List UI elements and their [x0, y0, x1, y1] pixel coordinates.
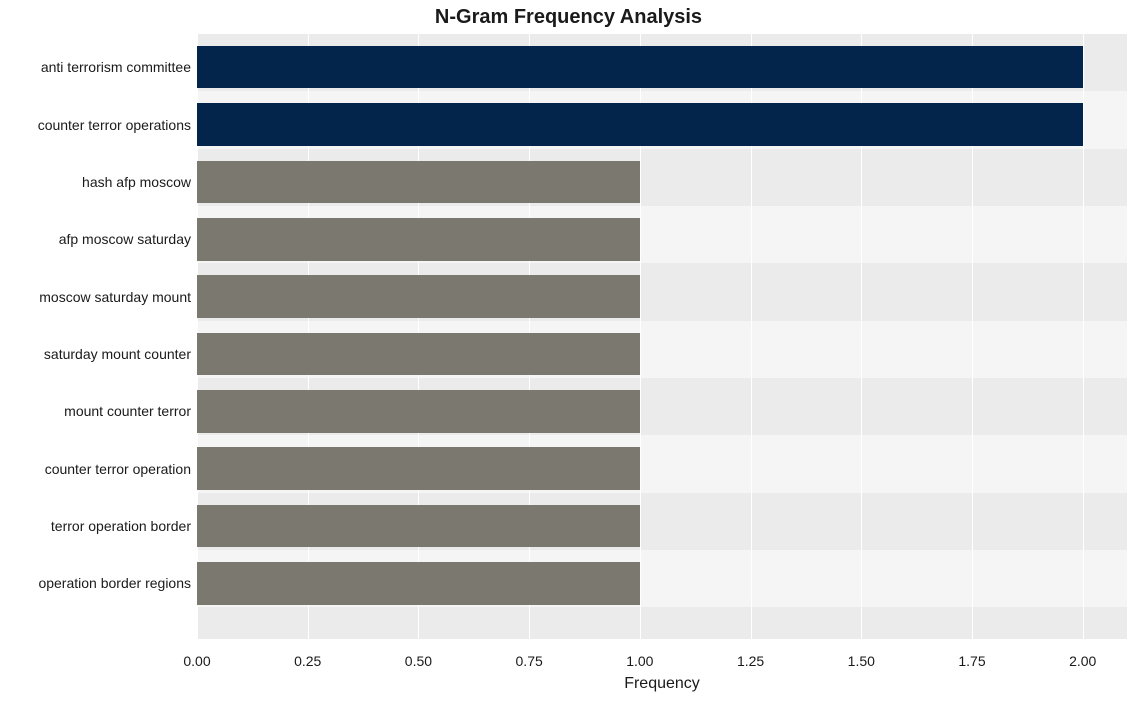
y-tick-label: afp moscow saturday — [59, 231, 197, 247]
bar — [197, 562, 640, 604]
bar — [197, 275, 640, 317]
y-tick-label: hash afp moscow — [82, 174, 197, 190]
ngram-bar-chart: N-Gram Frequency Analysis Frequency 0.00… — [0, 0, 1137, 701]
bar — [197, 218, 640, 260]
y-tick-label: saturday mount counter — [44, 346, 197, 362]
x-tick-label: 0.25 — [294, 639, 321, 669]
bar — [197, 333, 640, 375]
bar — [197, 505, 640, 547]
chart-title: N-Gram Frequency Analysis — [0, 6, 1137, 29]
x-tick-label: 0.75 — [516, 639, 543, 669]
plot-area: Frequency 0.000.250.500.751.001.251.501.… — [197, 34, 1127, 639]
y-tick-label: counter terror operations — [38, 117, 197, 133]
bar — [197, 447, 640, 489]
x-tick-label: 1.00 — [626, 639, 653, 669]
y-tick-label: operation border regions — [38, 575, 197, 591]
bar — [197, 161, 640, 203]
y-tick-label: moscow saturday mount — [39, 289, 197, 305]
x-axis-label: Frequency — [197, 639, 1127, 693]
x-tick-label: 1.75 — [958, 639, 985, 669]
bar — [197, 390, 640, 432]
bar — [197, 103, 1083, 145]
grid-line — [1083, 34, 1084, 639]
y-tick-label: mount counter terror — [64, 403, 197, 419]
x-tick-label: 0.00 — [183, 639, 210, 669]
y-tick-label: anti terrorism committee — [41, 59, 197, 75]
x-tick-label: 1.25 — [737, 639, 764, 669]
row-band — [197, 607, 1127, 639]
y-tick-label: terror operation border — [51, 518, 197, 534]
x-tick-label: 2.00 — [1069, 639, 1096, 669]
bar — [197, 46, 1083, 88]
x-tick-label: 0.50 — [405, 639, 432, 669]
x-tick-label: 1.50 — [848, 639, 875, 669]
y-tick-label: counter terror operation — [45, 461, 197, 477]
